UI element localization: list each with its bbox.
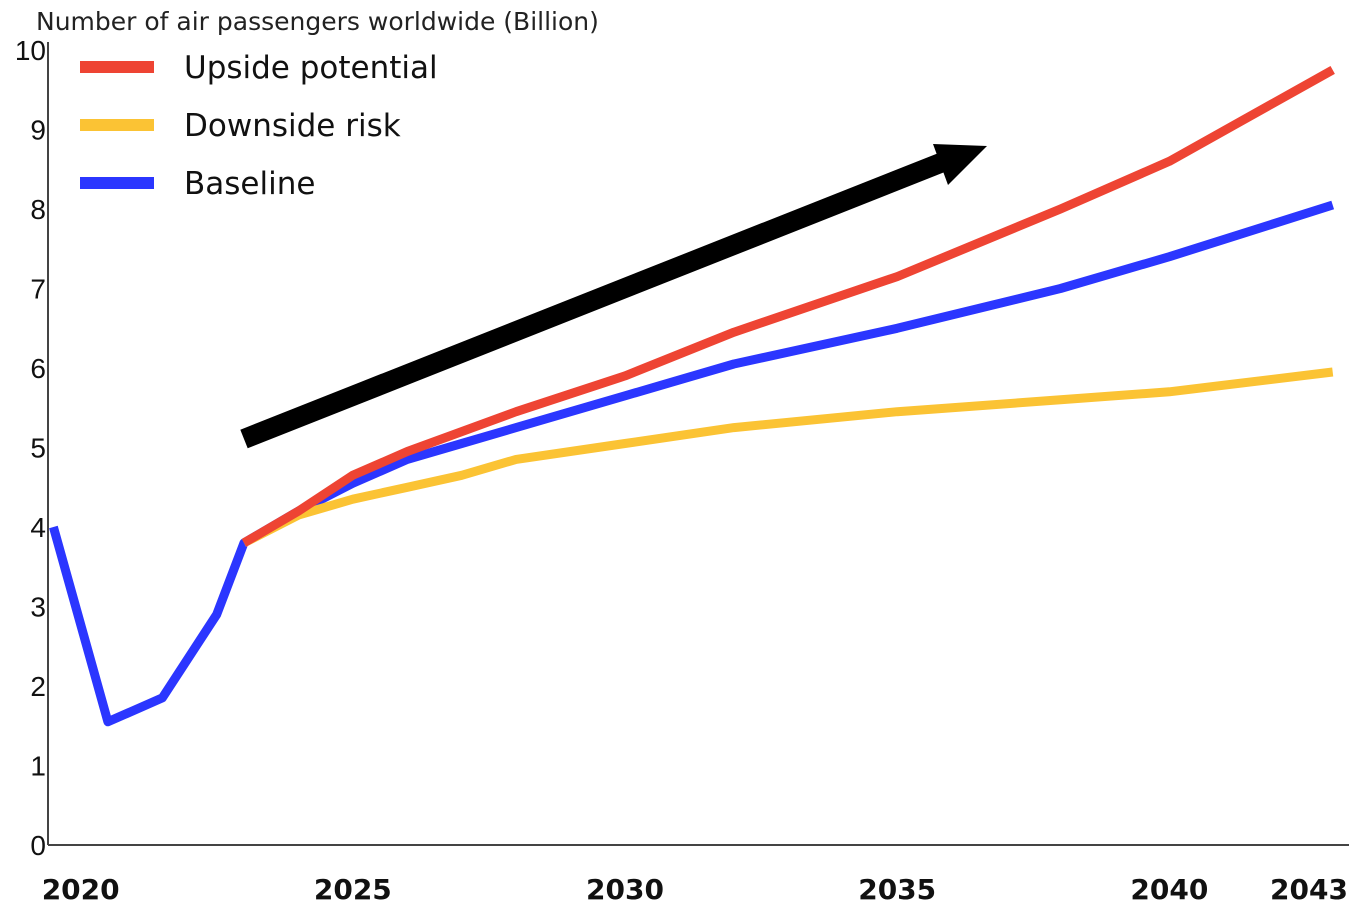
y-tick-label: 9 [30,115,46,146]
y-tick-label: 6 [30,353,46,384]
legend-label: Baseline [184,166,315,202]
y-tick-label: 0 [30,830,46,861]
y-tick-label: 3 [30,592,46,623]
series-line-downside-risk [241,367,1334,547]
series-line-baseline [49,200,1335,727]
x-tick-label: 2020 [42,873,120,906]
x-tick-label: 2040 [1130,873,1208,906]
x-tick-label: 2043 [1270,873,1348,906]
tick-labels: 0 1 2 3 4 5 6 7 8 9 10 2020 2025 2030 2035 2040 2043 [15,35,1348,906]
y-tick-label: 4 [30,512,46,543]
series-lines [49,65,1335,727]
axes [47,42,1349,846]
y-tick-label: 1 [30,751,46,782]
legend: Upside potential Downside risk Baseline [80,50,438,202]
x-tick-label: 2035 [858,873,936,906]
legend-label: Downside risk [184,108,401,144]
y-tick-label: 8 [30,194,46,225]
y-tick-label: 5 [30,433,46,464]
series-line-upside-potential [241,65,1335,547]
x-tick-label: 2025 [314,873,392,906]
legend-label: Upside potential [184,50,438,86]
y-tick-label: 10 [15,35,46,66]
y-tick-label: 7 [30,274,46,305]
trend-arrow [240,144,987,449]
trend-arrow-head [933,144,987,185]
trend-arrow-shaft [240,150,952,449]
y-tick-label: 2 [30,671,46,702]
y-axis-title: Number of air passengers worldwide (Bill… [36,7,599,36]
x-tick-label: 2030 [586,873,664,906]
